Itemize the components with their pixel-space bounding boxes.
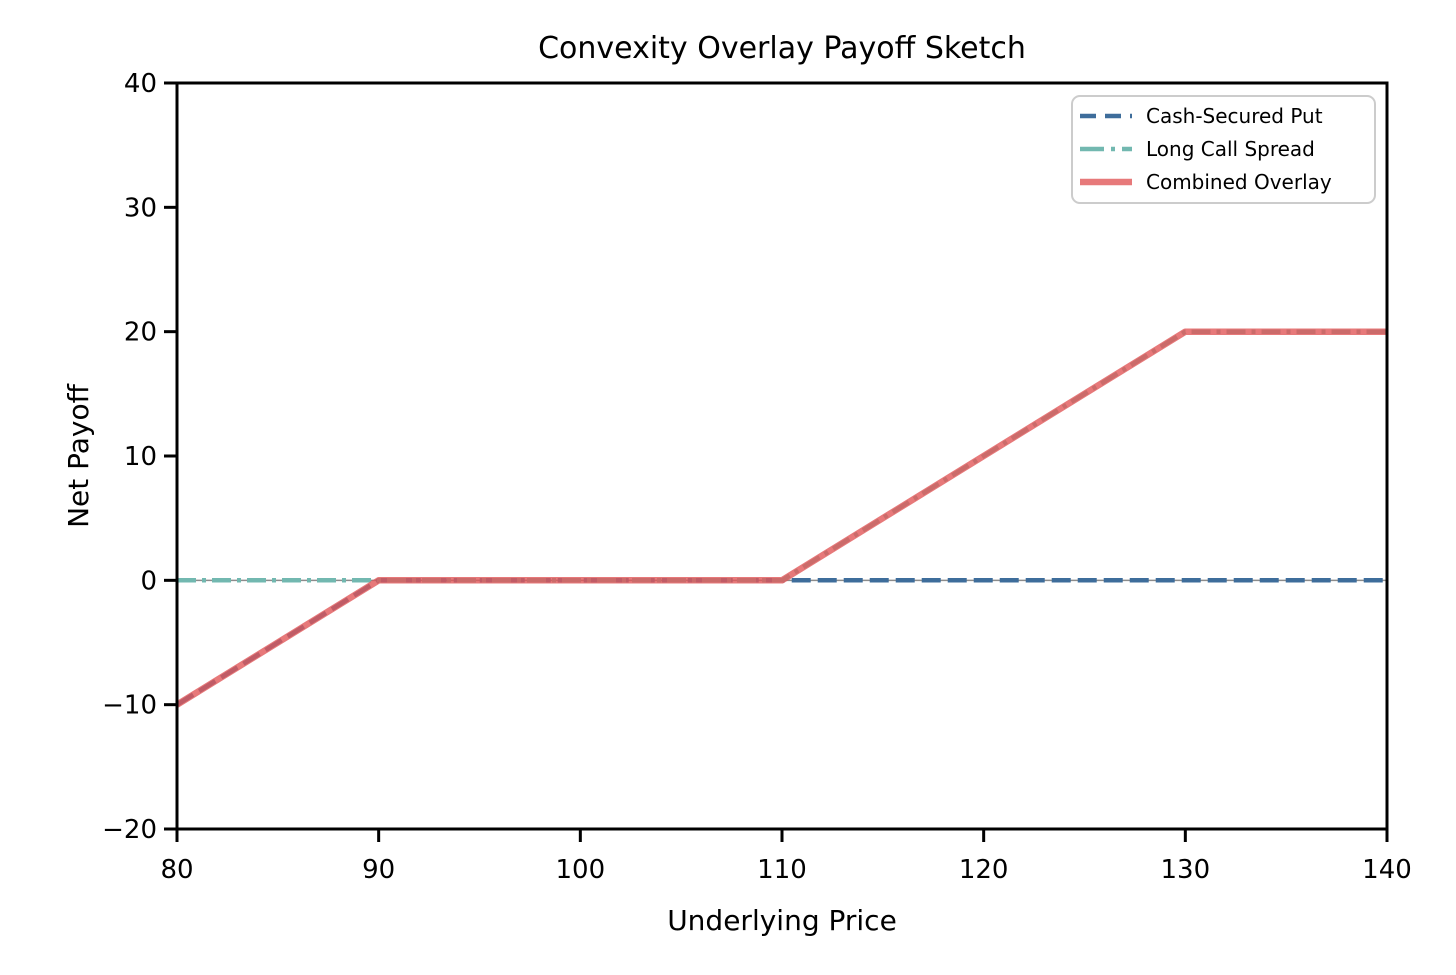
chart-title: Convexity Overlay Payoff Sketch <box>538 31 1026 66</box>
series-line-combined-overlay <box>175 328 1387 708</box>
legend: Cash-Secured Put Long Call Spread Combin… <box>1071 95 1376 204</box>
axis-ticks-layer: 80 90 100 110 120 130 140 −20 −10 0 10 20 30 40 <box>102 69 1412 885</box>
y-tick-label: −20 <box>102 815 157 845</box>
series-line-cash-secured-put <box>175 578 1387 707</box>
x-tick-label: 140 <box>1362 855 1412 885</box>
x-tick-label: 90 <box>362 855 395 885</box>
y-tick-label: −10 <box>102 691 157 721</box>
x-tick-label: 130 <box>1161 855 1211 885</box>
series-layer <box>175 328 1387 708</box>
series-line-long-call-spread <box>177 329 1387 583</box>
x-axis-label: Underlying Price <box>667 904 897 937</box>
y-tick-label: 10 <box>124 442 157 472</box>
legend-label: Cash-Secured Put <box>1146 104 1323 128</box>
legend-label: Combined Overlay <box>1146 170 1332 194</box>
legend-entry: Combined Overlay <box>1080 170 1332 194</box>
legend-box <box>1071 95 1376 204</box>
x-tick-label: 110 <box>757 855 807 885</box>
legend-entry: Cash-Secured Put <box>1080 104 1323 128</box>
x-tick-label: 80 <box>160 855 193 885</box>
y-tick-label: 40 <box>124 69 157 99</box>
legend-label: Long Call Spread <box>1146 137 1315 161</box>
y-tick-label: 20 <box>124 318 157 348</box>
x-tick-label: 100 <box>556 855 606 885</box>
y-axis-label: Net Payoff <box>62 383 95 528</box>
legend-entry: Long Call Spread <box>1080 137 1315 161</box>
y-tick-label: 0 <box>140 566 157 596</box>
x-tick-label: 120 <box>959 855 1009 885</box>
y-tick-label: 30 <box>124 193 157 223</box>
